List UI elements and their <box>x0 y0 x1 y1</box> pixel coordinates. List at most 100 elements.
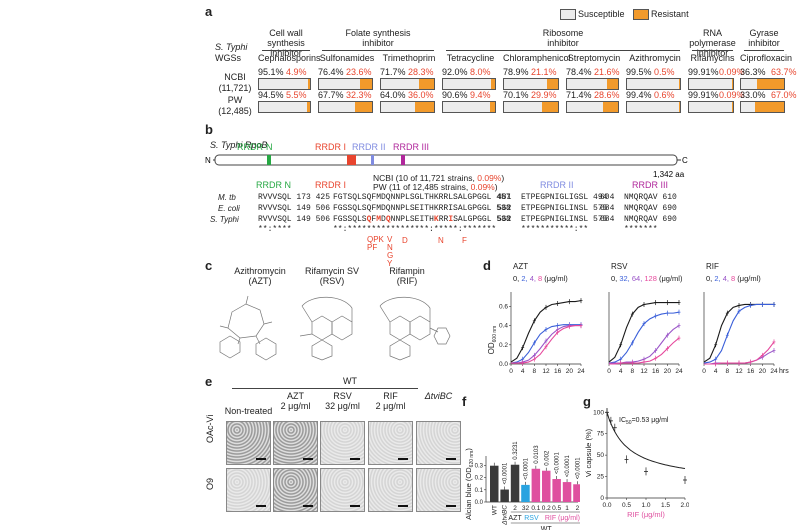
seq-i-red3: Q <box>385 215 391 224</box>
d-ylabel-main: OD <box>487 342 496 354</box>
cons-iii: ******* <box>624 225 658 234</box>
e-col-line1: AZT <box>287 391 304 401</box>
scale-bar <box>446 505 456 507</box>
d-xtick-label: 20 <box>664 368 672 375</box>
f-ylabel-part: ) <box>464 448 473 451</box>
e-col-line2: 2 μg/ml <box>280 401 311 411</box>
group-line-0 <box>262 50 310 51</box>
susceptible-pct-0-0: 95.1% <box>258 67 284 77</box>
resistant-pct-0-0: 4.9% <box>286 67 307 77</box>
legend-susceptible-label: Susceptible <box>578 9 625 19</box>
g-ytick-label: 25 <box>597 474 605 481</box>
scale-bar <box>350 458 360 460</box>
micrograph-0-0 <box>226 421 271 465</box>
seq-i-red1: Q <box>366 215 372 224</box>
rrdr-n-mark <box>267 155 271 165</box>
row-label-1: PW <box>227 95 243 105</box>
e-col-line2: 2 μg/ml <box>375 401 406 411</box>
group-line-2 <box>446 50 680 51</box>
legend-resistant-label: Resistant <box>651 9 689 19</box>
d-xtick-label: 24 <box>770 368 778 375</box>
species-ecoli: E. coli <box>218 204 240 213</box>
resistance-fill-1-6 <box>679 102 680 112</box>
seq-ecoli-iii: 684 NMQRQAV 690 <box>600 204 677 213</box>
resistant-pct-0-7: 0.09% <box>719 67 745 77</box>
n-terminus: N <box>205 156 211 165</box>
azt-title: Azithromycin (AZT) <box>225 266 295 286</box>
susceptible-pct-1-6: 99.4% <box>626 90 652 100</box>
resistance-bar-1-3 <box>442 101 496 113</box>
micrograph-1-4 <box>416 468 461 512</box>
susceptible-pct-1-4: 70.1% <box>503 90 529 100</box>
d-xtick-label: 24 <box>675 368 683 375</box>
f-bar-1 <box>500 489 509 502</box>
row-label-0: NCBI <box>224 72 246 82</box>
e-col-line1: ΔtviBC <box>424 391 453 401</box>
resistant-pct-1-5: 28.6% <box>594 90 620 100</box>
f-xlabel-7: 1 <box>565 505 569 512</box>
micrograph-1-0 <box>226 468 271 512</box>
growth-chart-azt: AZT 0, 2, 4, 8 (μg/ml) 0 4 8 12 16 20 24 0.0 0.2 0.… <box>499 262 585 375</box>
d-xtick-label: 4 <box>714 368 718 375</box>
d-xtick-label: 20 <box>759 368 767 375</box>
rif-name: Rifampin <box>389 266 425 276</box>
resistance-bar-0-2 <box>380 78 435 90</box>
seq-i-red5: I <box>448 215 454 224</box>
drug-label-4: Chloramphenicol <box>503 53 571 63</box>
f-xlabel-5: 0.2 <box>542 505 551 512</box>
panel-a-label: a <box>205 4 213 19</box>
mut-i: F <box>462 236 467 245</box>
g-ic50: IC50=0.53 μg/ml <box>619 417 669 426</box>
susceptible-pct-1-7: 99.91% <box>688 90 719 100</box>
resistant-pct-0-8: 63.7% <box>771 67 797 77</box>
d-conc-0: 0, 2, 4, 8 (μg/ml) <box>513 274 568 283</box>
ncbi-note-c: ) <box>501 173 505 183</box>
drug-label-3: Tetracycline <box>446 53 495 63</box>
resistance-bar-1-1 <box>318 101 373 113</box>
scale-bar <box>256 505 266 507</box>
seq-mtb-i: FGTSQLSQFMDQNNPLSGLTHKRRLSALGPGGL 457 <box>333 193 511 202</box>
resistance-fill-1-1 <box>354 102 372 112</box>
panel-f-label: f <box>462 394 467 409</box>
c-terminus: C <box>682 156 688 165</box>
drug-label-5: Streptomycin <box>567 53 621 63</box>
resistance-fill-0-7 <box>732 79 733 89</box>
seq-mtb-iii: 604 NMQRQAV 610 <box>600 193 677 202</box>
d-xtick-label: 4 <box>619 368 623 375</box>
resistant-pct-1-3: 9.4% <box>470 90 491 100</box>
g-xtick-label: 1.5 <box>661 502 670 509</box>
ncbi-note-a: NCBI (10 of 11,721 strains, <box>373 173 478 183</box>
resistance-fill-0-5 <box>606 79 618 89</box>
d-xtick-label: 8 <box>533 368 537 375</box>
resistance-bar-0-7 <box>688 78 734 90</box>
d-conc-value: 4, <box>530 274 538 283</box>
e-col-line1: RIF <box>383 391 398 401</box>
f-group-rsv: RSV <box>524 515 539 522</box>
g-fit-curve <box>606 412 686 469</box>
seq-ecoli-n: RVVVSQL 149 506 <box>258 204 331 213</box>
f-bar-5 <box>542 470 551 502</box>
cons-n: **:**** <box>258 225 292 234</box>
seq-i-mid1: F <box>371 215 377 224</box>
susceptible-pct-0-4: 78.9% <box>503 67 529 77</box>
resistant-pct-0-1: 23.6% <box>346 67 372 77</box>
e-col-line1: RSV <box>333 391 352 401</box>
susceptible-pct-1-0: 94.5% <box>258 90 284 100</box>
resistant-pct-0-4: 21.1% <box>531 67 557 77</box>
susceptible-pct-0-6: 99.5% <box>626 67 652 77</box>
legend-resistant-swatch <box>633 9 650 21</box>
resistance-fill-1-5 <box>603 102 618 112</box>
alcian-blue-chart: Alcian blue (OD620 nm)0.00.10.20.3WT<0.0… <box>464 441 580 530</box>
row-count-0: (11,721) <box>218 83 252 93</box>
resistant-pct-0-3: 8.0% <box>470 67 491 77</box>
pw-note-a: PW (11 of 12,485 strains, <box>373 182 471 192</box>
d-conc-1: 0, 32, 64, 128 (μg/ml) <box>611 274 683 283</box>
d-conc-value: 2, <box>714 274 722 283</box>
seq-i-red2: M <box>376 215 382 224</box>
g-ytick-label: 75 <box>597 431 605 438</box>
legend-susceptible-swatch <box>560 9 576 21</box>
resistance-bar-1-8 <box>740 101 785 113</box>
mut-m: V N G Y <box>387 235 394 268</box>
f-xlabel-4: 0.1 <box>531 505 540 512</box>
rrdr-ii-title: RRDR II <box>352 142 386 152</box>
